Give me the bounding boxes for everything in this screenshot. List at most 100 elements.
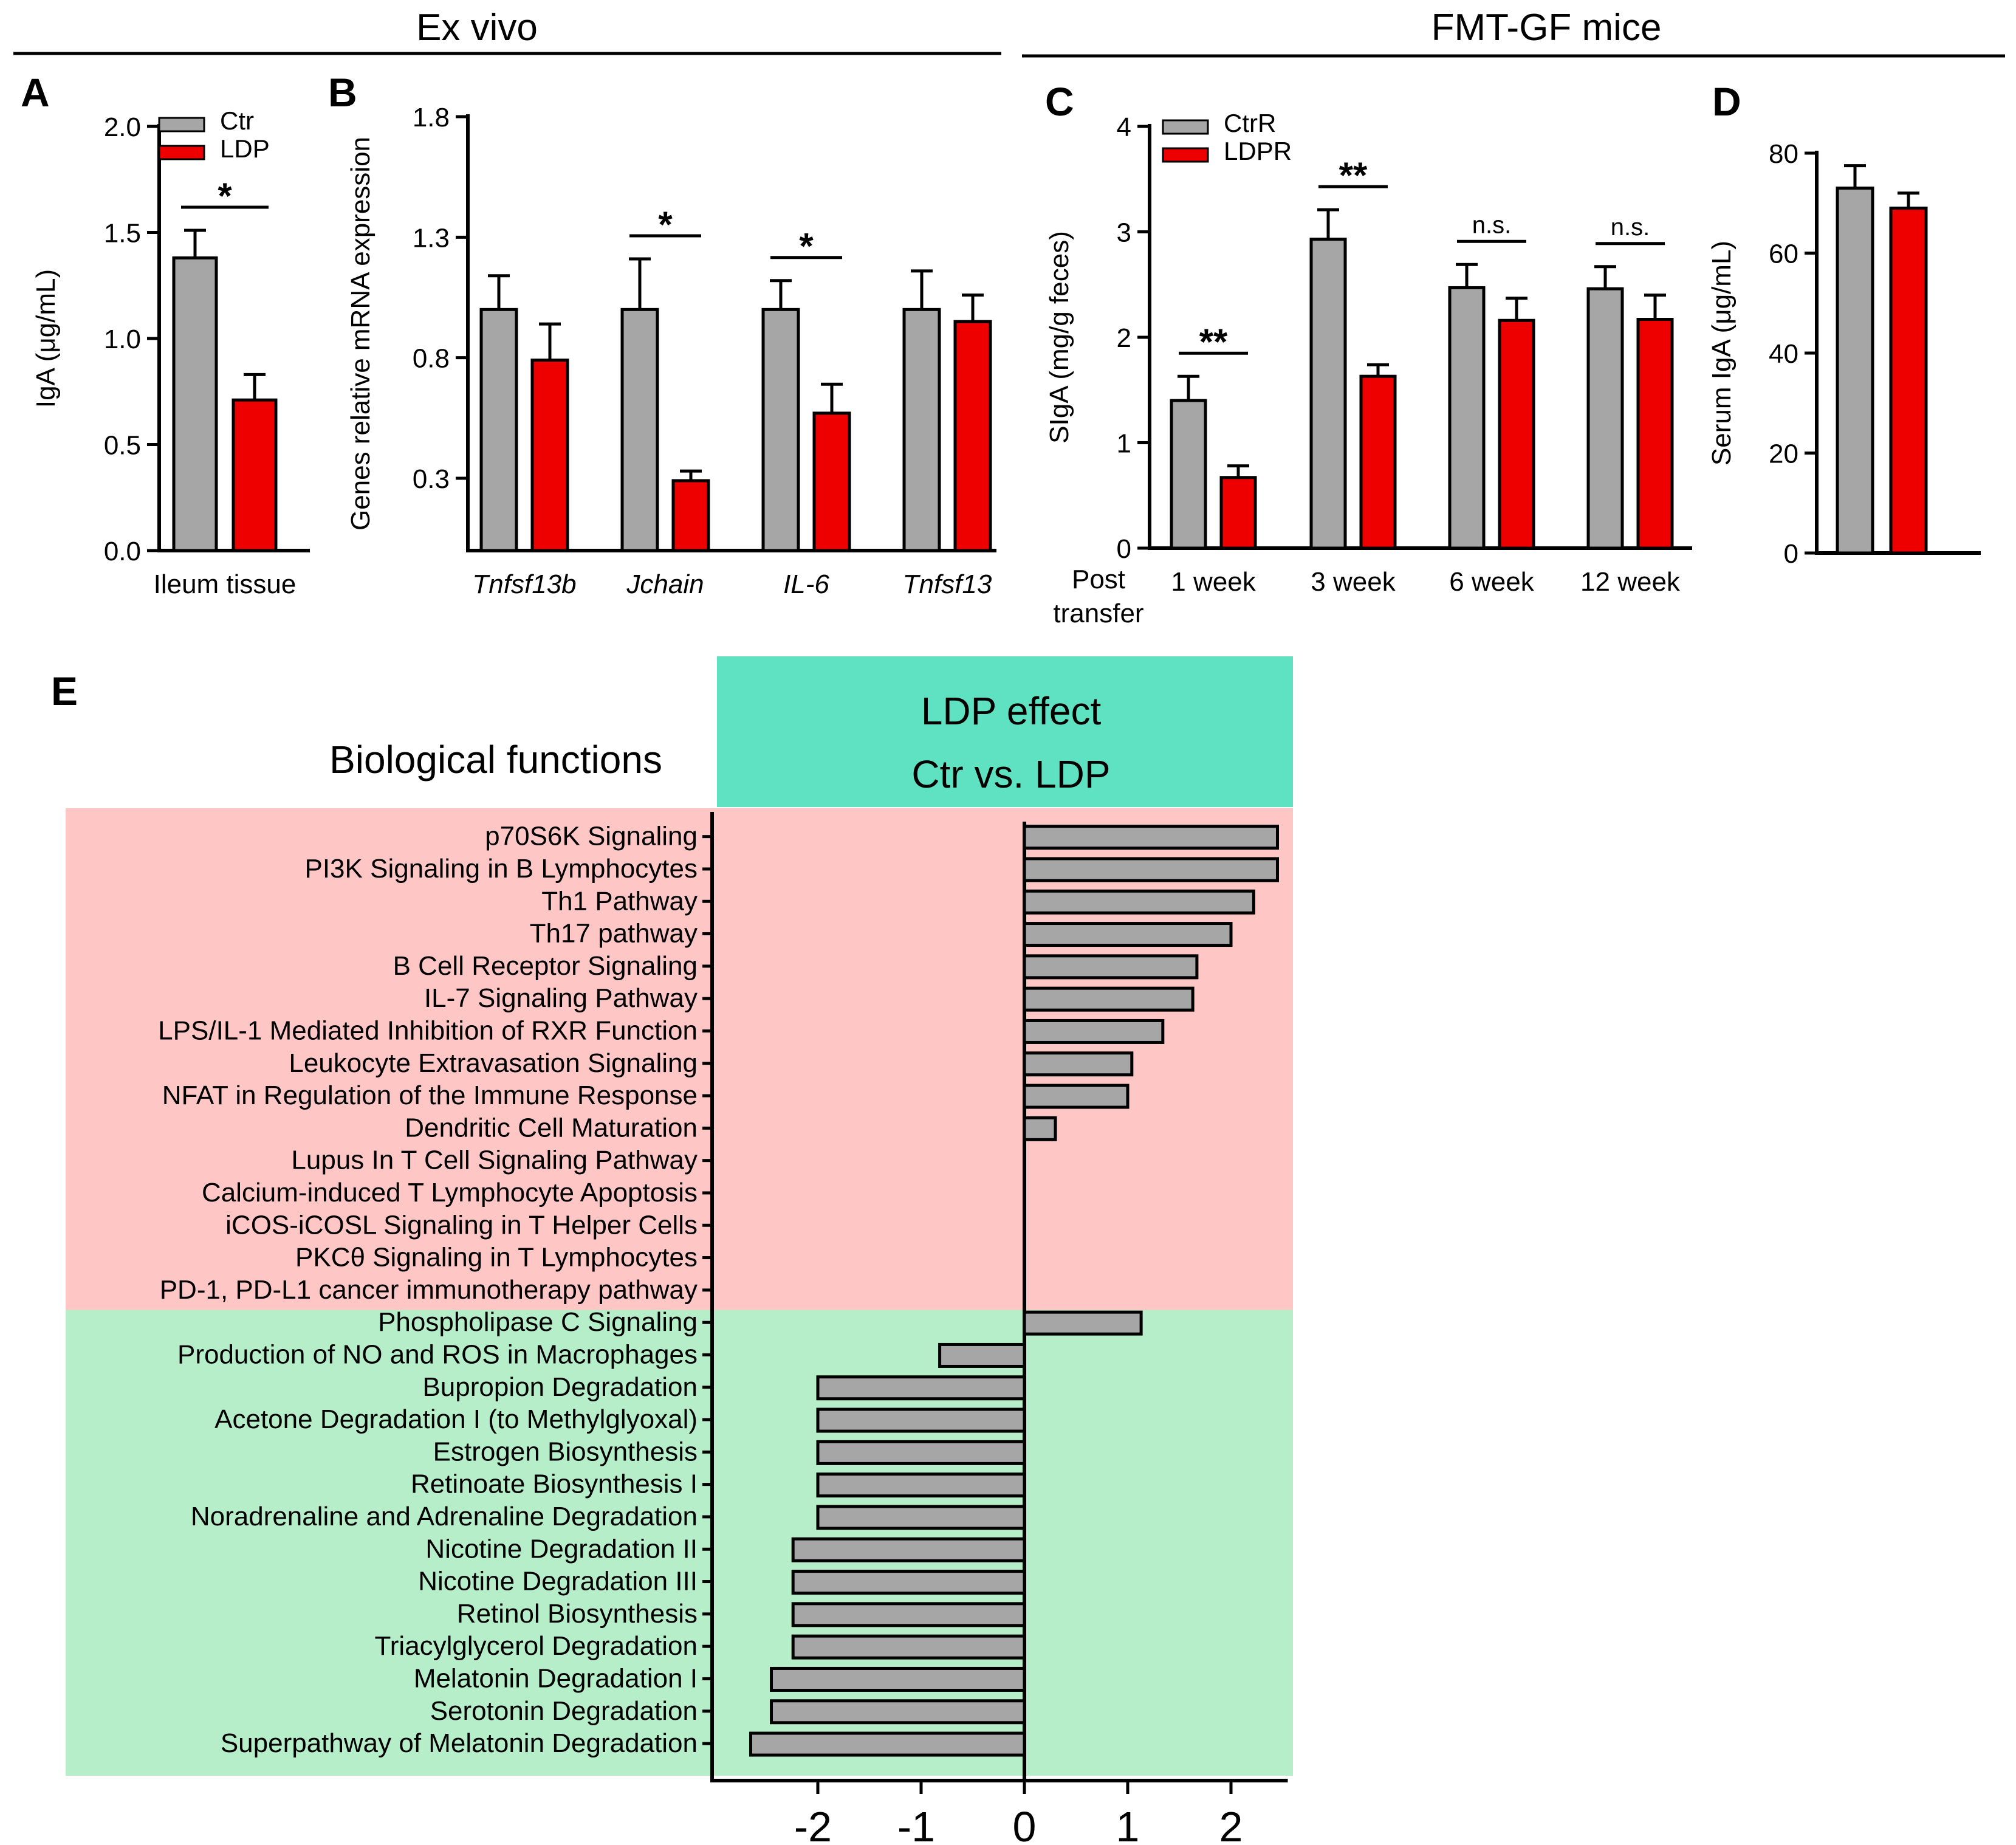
legend-swatch (158, 117, 205, 132)
y-axis-label: Genes relative mRNA expression (346, 137, 375, 531)
category-label: Production of NO and ROS in Macrophages (177, 1339, 698, 1369)
x-tick-label: 2 (1219, 1803, 1243, 1845)
x-tick-label: Ileum tissue (154, 569, 297, 599)
function-bar (1023, 954, 1199, 980)
category-label: Leukocyte Extravasation Signaling (289, 1048, 698, 1078)
y-tick-label: 1.3 (413, 223, 450, 253)
y-tick-label: 60 (1769, 239, 1798, 269)
function-bar (816, 1440, 1026, 1465)
x-tick-label: 12 week (1580, 567, 1681, 597)
function-bar (1023, 825, 1279, 850)
y-axis-label: Serum IgA (μg/mL) (1707, 241, 1737, 466)
category-label: LPS/IL-1 Mediated Inhibition of RXR Func… (158, 1015, 698, 1045)
y-axis-label: IgA (μg/mL) (31, 269, 61, 408)
y-tick-label: 2 (1117, 323, 1131, 353)
x-tick-label: 1 week (1171, 567, 1256, 597)
panel-label-b: B (328, 70, 357, 115)
y-tick-label: 4 (1117, 112, 1131, 142)
y-tick-label: 1 (1117, 429, 1131, 459)
significance-label: n.s. (1611, 214, 1650, 241)
y-tick-label: 0.8 (413, 344, 450, 374)
biological-functions-header: Biological functions (329, 738, 662, 782)
category-label: NFAT in Regulation of the Immune Respons… (162, 1081, 698, 1110)
category-label: Th1 Pathway (541, 886, 698, 916)
bar (761, 308, 800, 552)
bar (902, 308, 941, 552)
panel-label-a: A (21, 70, 50, 115)
function-bar (938, 1342, 1026, 1368)
category-label: Retinoate Biosynthesis I (411, 1469, 698, 1499)
ldp-effect-subtitle: Ctr vs. LDP (911, 752, 1110, 796)
category-label: iCOS-iCOSL Signaling in T Helper Cells (225, 1210, 698, 1240)
significance-label: n.s. (1472, 211, 1511, 238)
x-tick-label: -1 (897, 1803, 935, 1845)
category-label: IL-7 Signaling Pathway (424, 983, 698, 1013)
x-tick-label: Tnfsf13 (903, 569, 992, 599)
function-bar (749, 1731, 1026, 1757)
function-bar (1023, 1116, 1057, 1141)
y-tick-label: 0 (1117, 534, 1131, 564)
x-tick-label: Tnfsf13b (472, 569, 576, 599)
function-bar (1023, 1084, 1130, 1109)
function-bar (1023, 986, 1195, 1012)
category-label: Nicotine Degradation III (418, 1567, 698, 1596)
function-bar (816, 1375, 1026, 1401)
category-label: Acetone Degradation I (to Methylglyoxal) (214, 1404, 698, 1434)
category-label: Estrogen Biosynthesis (433, 1437, 698, 1466)
y-tick-label: 20 (1769, 439, 1798, 469)
y-tick-label: 40 (1769, 339, 1798, 369)
category-label: Lupus In T Cell Signaling Pathway (291, 1146, 698, 1175)
significance-label: * (799, 226, 814, 267)
function-bar (1023, 1310, 1143, 1336)
x-prefix-label-post: Post (1072, 565, 1125, 594)
y-tick-label: 80 (1769, 139, 1798, 169)
panel-b-chart: 0.3 0.8 1.3 1.8 Genes relative mRNA expressi… (346, 103, 996, 599)
category-label: B Cell Receptor Signaling (393, 951, 698, 981)
significance-label: ** (1339, 155, 1368, 196)
category-label: Bupropion Degradation (422, 1372, 698, 1402)
ex-vivo-title: Ex vivo (416, 7, 538, 49)
bar (1889, 206, 1928, 555)
bar (231, 398, 278, 552)
legend-label: Ctr (220, 106, 254, 135)
panel-e-chart: LDP effect Ctr vs. LDP Biological function… (66, 656, 1293, 1845)
y-tick-label: 0.3 (413, 464, 450, 494)
fmt-gf-title: FMT-GF mice (1431, 7, 1662, 49)
category-label: PKCθ Signaling in T Lymphocytes (295, 1243, 698, 1273)
category-label: Melatonin Degradation I (414, 1663, 698, 1693)
function-bar (791, 1634, 1026, 1660)
y-tick-label: 0 (1784, 539, 1798, 569)
x-tick-label: IL-6 (783, 569, 829, 599)
bar (620, 308, 659, 552)
y-tick-label: 2.0 (104, 112, 141, 142)
x-prefix-label-transfer: transfer (1053, 599, 1143, 628)
bar (172, 256, 218, 552)
significance-label: * (218, 176, 232, 216)
function-bar (791, 1570, 1026, 1595)
category-label: Phospholipase C Signaling (378, 1307, 698, 1337)
bar (1309, 238, 1347, 550)
significance-label: * (658, 204, 673, 245)
bar (1170, 399, 1207, 550)
y-tick-label: 1.8 (413, 103, 450, 132)
function-bar (770, 1666, 1026, 1692)
function-bar (1023, 922, 1233, 947)
bar (1586, 287, 1624, 550)
function-bar (1023, 857, 1279, 882)
y-tick-label: 1.5 (104, 219, 141, 249)
panel-label-e: E (51, 668, 78, 713)
ldp-effect-header (717, 656, 1293, 807)
function-bar (816, 1407, 1026, 1433)
bar (671, 479, 710, 552)
function-bar (1023, 1051, 1134, 1077)
category-label: Calcium-induced T Lymphocyte Apoptosis (202, 1178, 698, 1208)
function-bar (1023, 889, 1255, 915)
category-label: PI3K Signaling in B Lymphocytes (304, 854, 698, 884)
category-label: Serotonin Degradation (430, 1696, 698, 1726)
function-bar (816, 1505, 1026, 1530)
panel-a-chart: 0.0 0.5 1.0 1.5 2.0 IgA (μg/mL) Ileum tissue * C… (31, 106, 310, 599)
bar (1836, 187, 1874, 555)
function-bar (770, 1699, 1026, 1725)
category-label: PD-1, PD-L1 cancer immunotherapy pathway (160, 1275, 698, 1305)
